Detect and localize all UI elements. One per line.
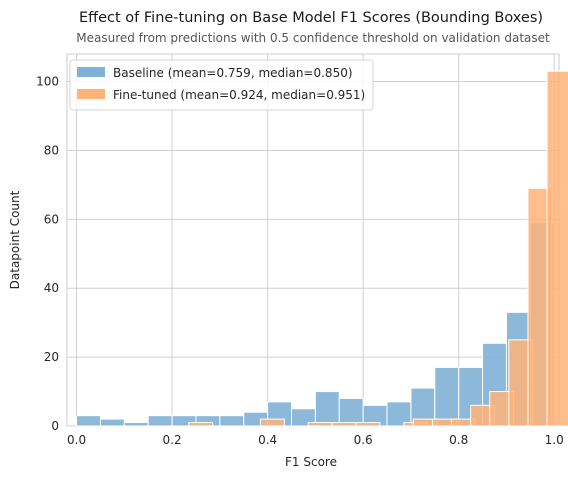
fine-tuned-bar xyxy=(259,418,285,427)
y-tick-label: 60 xyxy=(44,212,59,226)
baseline-bar xyxy=(219,415,245,427)
baseline-bar xyxy=(76,415,101,427)
x-axis-label: F1 Score xyxy=(285,455,337,469)
y-tick-label: 80 xyxy=(44,143,59,157)
x-tick-label: 0.2 xyxy=(163,433,182,447)
x-tick-label: 0.6 xyxy=(354,433,373,447)
legend-swatch-baseline xyxy=(77,67,105,77)
y-tick-label: 40 xyxy=(44,281,59,295)
histogram-bars xyxy=(76,70,568,427)
fine-tuned-bar xyxy=(355,422,381,427)
legend-label-baseline: Baseline (mean=0.759, median=0.850) xyxy=(113,66,353,80)
x-axis-ticks: 0.0 0.2 0.4 0.6 0.8 1.0 xyxy=(67,433,564,447)
x-tick-label: 0.0 xyxy=(67,433,86,447)
x-tick-label: 0.8 xyxy=(449,433,468,447)
fine-tuned-bar xyxy=(188,422,214,427)
fine-tuned-series xyxy=(188,70,568,427)
x-tick-label: 0.4 xyxy=(258,433,277,447)
fine-tuned-bar xyxy=(307,422,333,427)
y-tick-label: 20 xyxy=(44,350,59,364)
y-tick-label: 0 xyxy=(51,419,59,433)
chart-subtitle: Measured from predictions with 0.5 confi… xyxy=(76,31,550,45)
baseline-bar xyxy=(99,418,125,427)
y-axis-label: Datapoint Count xyxy=(8,190,22,289)
legend-swatch-fine-tuned xyxy=(77,89,105,99)
x-tick-label: 1.0 xyxy=(545,433,564,447)
fine-tuned-bar xyxy=(546,70,568,427)
chart-title: Effect of Fine-tuning on Base Model F1 S… xyxy=(79,10,543,26)
baseline-bar xyxy=(147,415,173,427)
legend-box xyxy=(69,59,374,111)
baseline-bar xyxy=(434,366,460,427)
y-tick-label: 100 xyxy=(36,75,59,89)
plot-area xyxy=(66,53,560,427)
legend: Baseline (mean=0.759, median=0.850) Fine… xyxy=(69,59,374,111)
baseline-bar xyxy=(314,391,340,427)
baseline-bar xyxy=(338,397,364,427)
fine-tuned-bar xyxy=(331,422,357,427)
baseline-bar xyxy=(123,422,149,427)
legend-label-fine-tuned: Fine-tuned (mean=0.924, median=0.951) xyxy=(113,88,365,102)
y-axis-ticks: 0 20 40 60 80 100 xyxy=(36,75,59,433)
